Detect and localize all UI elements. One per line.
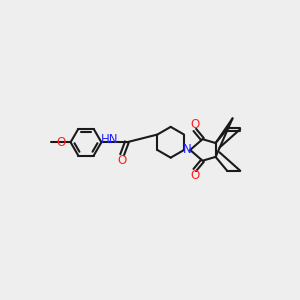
Text: O: O (118, 154, 127, 167)
Text: O: O (56, 136, 65, 149)
Text: O: O (190, 169, 200, 182)
Text: HN: HN (101, 134, 118, 146)
Text: O: O (190, 118, 200, 131)
Text: N: N (183, 143, 191, 157)
